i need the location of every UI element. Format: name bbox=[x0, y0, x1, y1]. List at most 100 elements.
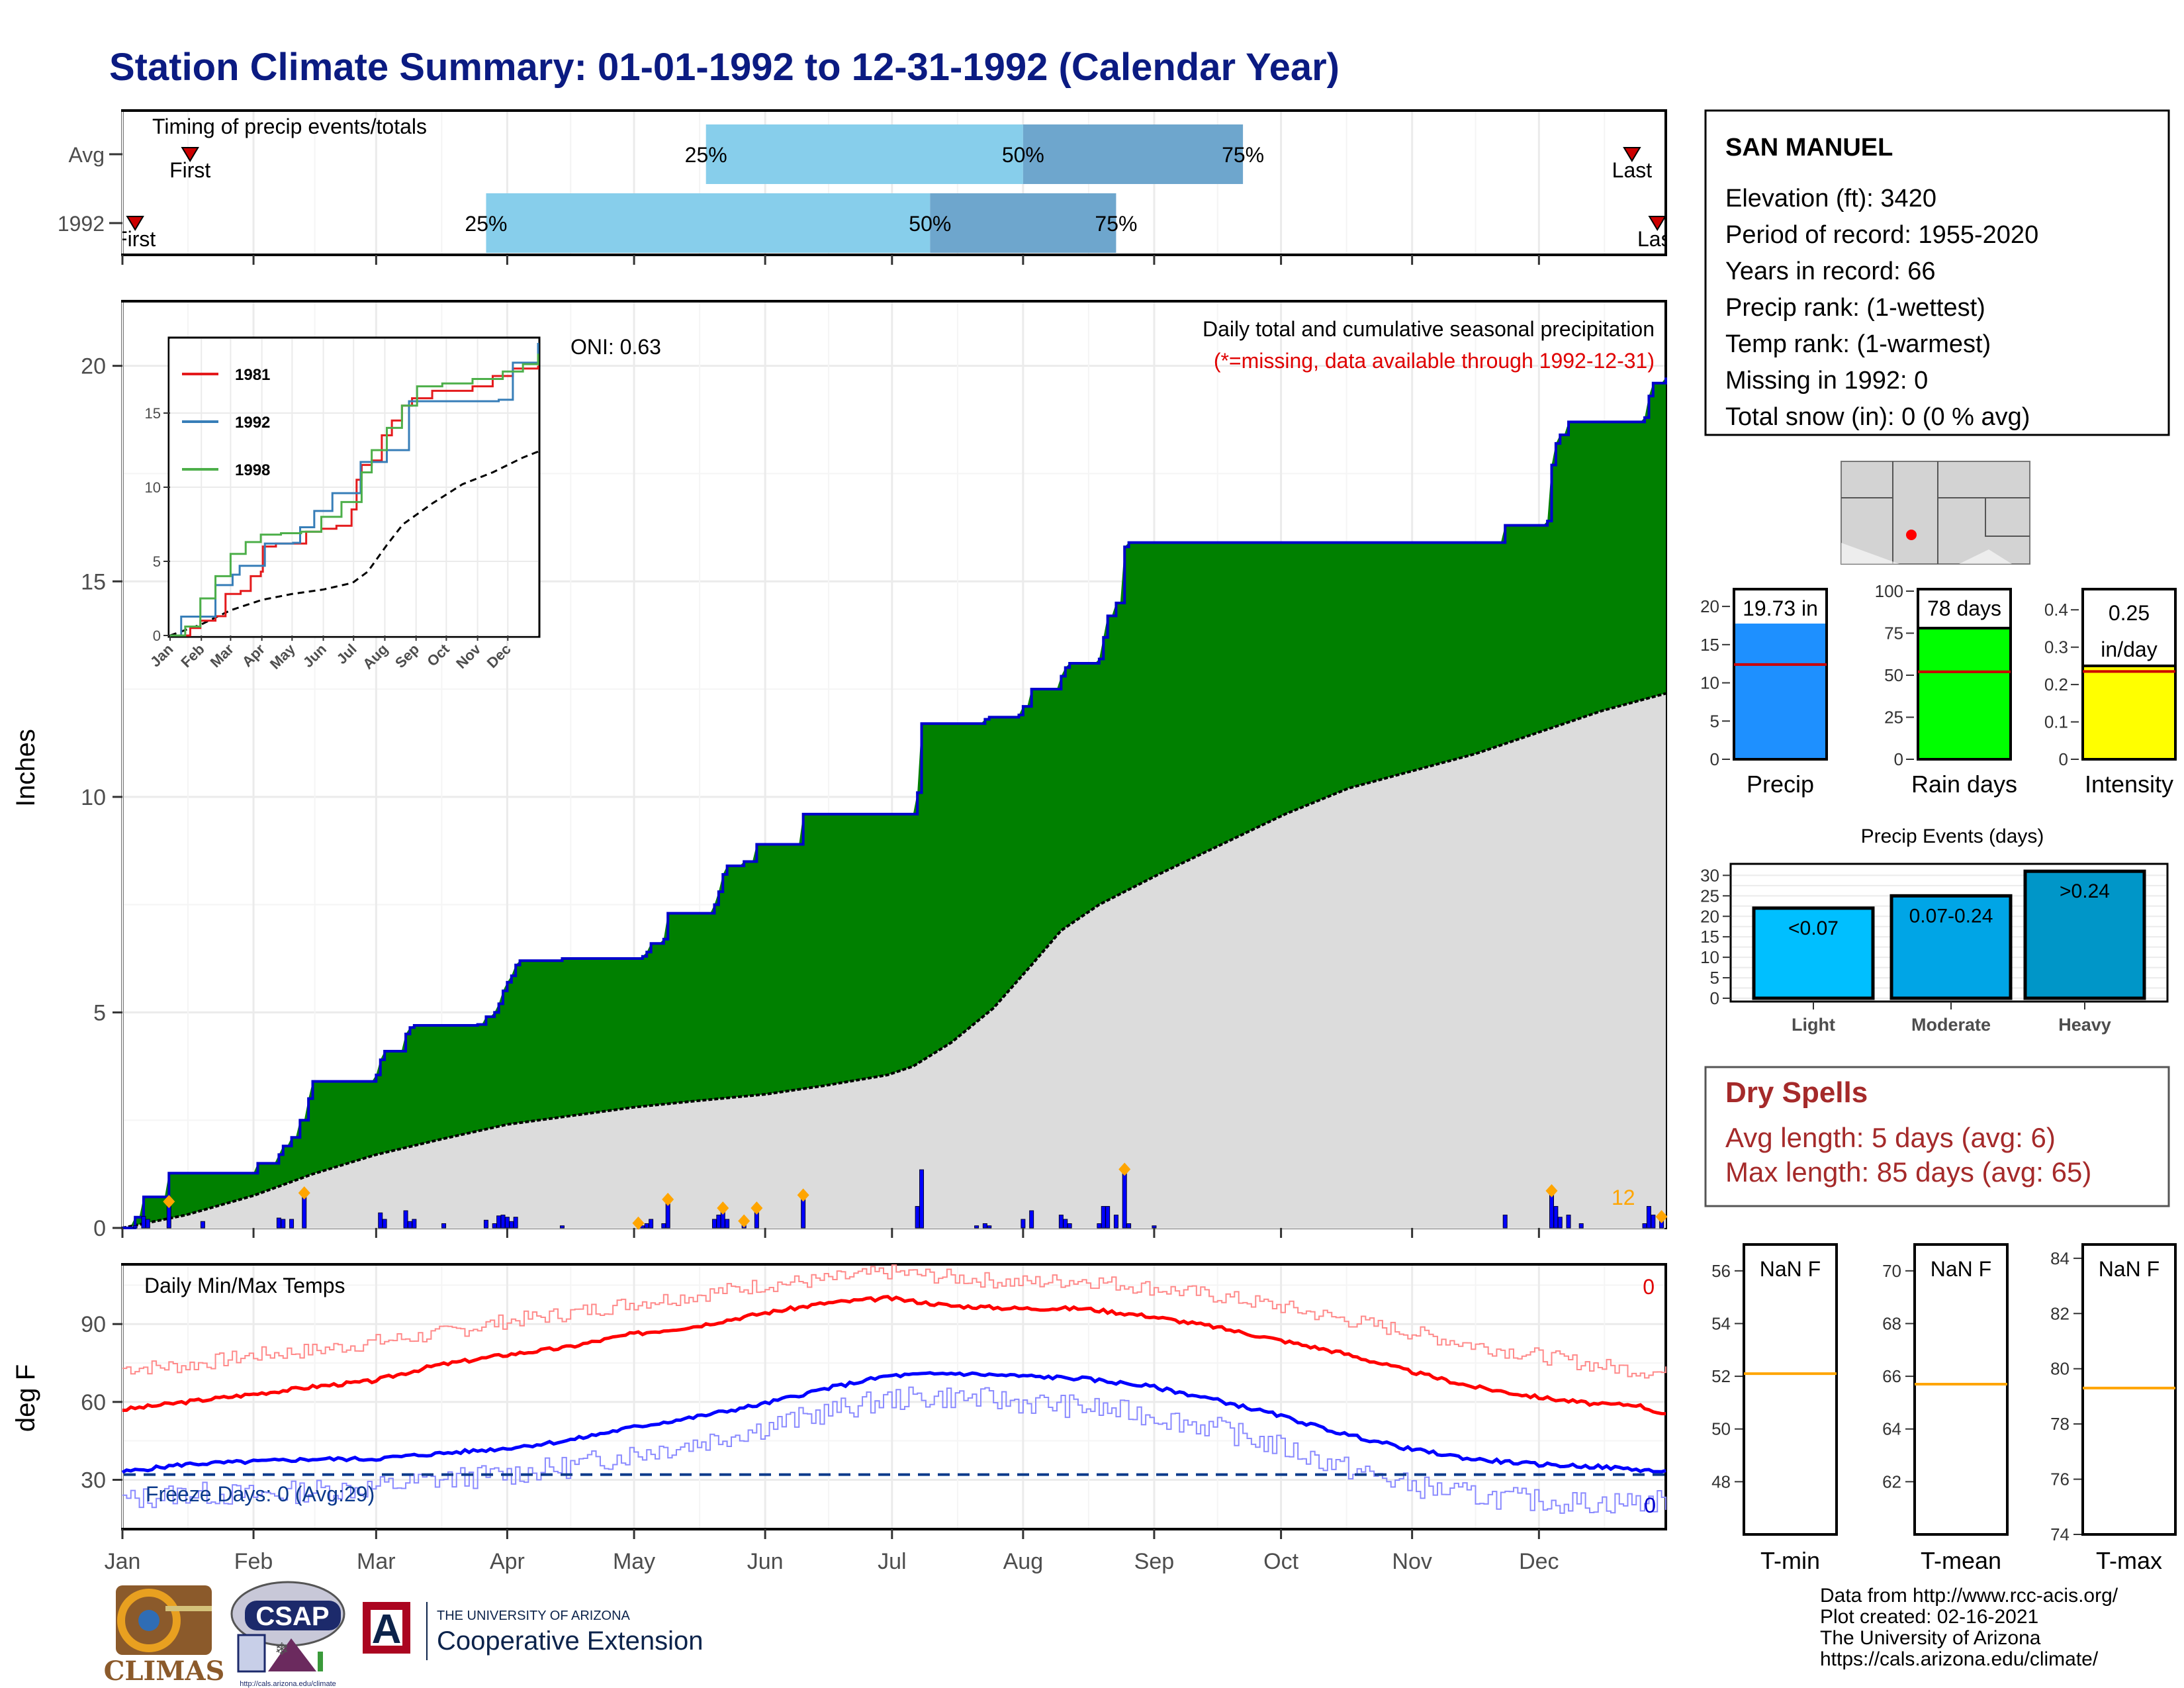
temp-means-ytick-label: 78 bbox=[2050, 1414, 2070, 1434]
daily-precip-bar bbox=[1097, 1223, 1102, 1229]
inset-legend-label: 1981 bbox=[235, 366, 270, 384]
cumulative-avg-area bbox=[122, 693, 1666, 1228]
temp-means-value-label: NaN F bbox=[2099, 1257, 2160, 1281]
precip-panel: 0 5 10 15 20 Inches Daily total and cumulati… bbox=[11, 300, 1668, 1241]
daily-precip-bar bbox=[716, 1214, 721, 1229]
timing-last-label: Last bbox=[1612, 158, 1653, 182]
daily-precip-bar bbox=[403, 1210, 408, 1229]
daily-precip-bar bbox=[987, 1225, 992, 1229]
totals-value-bg bbox=[2084, 590, 2174, 662]
daily-precip-bar bbox=[1646, 1205, 1651, 1229]
temp-means-frame bbox=[1743, 1243, 1838, 1536]
daily-precip-bar bbox=[711, 1219, 717, 1229]
station-info-line: Temp rank: (1-warmest) bbox=[1725, 330, 1991, 358]
daily-precip-bar bbox=[276, 1217, 281, 1229]
daily-precip-bar bbox=[1122, 1171, 1127, 1229]
timing-quartile-label: 75% bbox=[1095, 212, 1137, 236]
totals-bar bbox=[1733, 607, 1828, 761]
daily-precip-bar bbox=[200, 1221, 205, 1229]
timing-last-label: Last bbox=[1637, 227, 1678, 251]
temp-means-value-label: NaN F bbox=[1931, 1257, 1991, 1281]
temp-means-frame bbox=[2081, 1243, 2177, 1536]
temp-means-ytick-label: 48 bbox=[1711, 1472, 1731, 1491]
timing-row-label: 1992 bbox=[58, 212, 105, 236]
totals-ytick-label: 50 bbox=[1884, 665, 1903, 685]
oni-label: ONI: 0.63 bbox=[570, 335, 661, 359]
footer-line-4: https://cals.arizona.edu/climate/ bbox=[1820, 1648, 2099, 1670]
totals-ytick-label: 0.4 bbox=[2044, 600, 2068, 620]
inset-ytick-label: 10 bbox=[145, 479, 161, 496]
month-label: Feb bbox=[234, 1549, 273, 1574]
daily-precip-bar bbox=[378, 1212, 383, 1229]
precip-ytick-label: 20 bbox=[81, 354, 106, 379]
month-label: Apr bbox=[490, 1549, 525, 1574]
events-ytick-label: 25 bbox=[1700, 886, 1719, 906]
month-label: Aug bbox=[1003, 1549, 1044, 1574]
timing-first-label: First bbox=[114, 227, 156, 251]
daily-precip-bar bbox=[407, 1221, 412, 1229]
events-ytick-label: 5 bbox=[1710, 968, 1719, 988]
timing-last-marker bbox=[1623, 147, 1641, 162]
csap-logo-text: CSAP bbox=[255, 1602, 329, 1631]
inset-series-line bbox=[170, 365, 539, 637]
dry-spells-avg: Avg length: 5 days (avg: 6) bbox=[1725, 1122, 2056, 1153]
month-label: Oct bbox=[1263, 1549, 1298, 1574]
events-category-label: Heavy bbox=[2058, 1015, 2111, 1035]
daily-precip-bar bbox=[1063, 1219, 1068, 1229]
totals-bar-frame bbox=[2081, 588, 2177, 761]
events-bar bbox=[1889, 894, 2013, 1000]
daily-precip-bar bbox=[1105, 1205, 1111, 1229]
events-bar bbox=[2023, 869, 2146, 1000]
timing-quartile-label: 50% bbox=[1002, 143, 1044, 167]
daily-precip-bar bbox=[1101, 1205, 1106, 1229]
cumulative-1992-line bbox=[122, 377, 1667, 1229]
month-label: Sep bbox=[1134, 1549, 1175, 1574]
extreme-precip-marker bbox=[1118, 1162, 1131, 1176]
totals-bar bbox=[1917, 626, 2012, 761]
temp-means-ytick-label: 76 bbox=[2050, 1470, 2070, 1489]
timing-panel: 25% 50% 75% First Last 25% 50% 75% First Last Tim… bbox=[58, 109, 1678, 265]
daily-precip-bar bbox=[1113, 1214, 1118, 1229]
extreme-precip-marker bbox=[751, 1201, 763, 1215]
station-info-line: Period of record: 1955-2020 bbox=[1725, 221, 2038, 249]
totals-ytick-label: 0 bbox=[2059, 749, 2068, 769]
totals-bar bbox=[2081, 664, 2177, 761]
daily-precip-bar bbox=[492, 1223, 497, 1229]
temp-means-ytick-label: 82 bbox=[2050, 1303, 2070, 1323]
temp-means-ytick-label: 64 bbox=[1882, 1419, 1901, 1439]
temp-means-ytick-label: 66 bbox=[1882, 1366, 1901, 1386]
temp-ytick-label: 60 bbox=[81, 1390, 106, 1415]
daily-precip-bar bbox=[302, 1195, 307, 1229]
record-min-temp-line bbox=[122, 1386, 1666, 1514]
timing-first-label: First bbox=[169, 158, 210, 182]
extreme-precip-marker bbox=[738, 1214, 751, 1228]
daily-precip-bar bbox=[801, 1197, 806, 1229]
timing-quartile-label: 25% bbox=[465, 212, 507, 236]
events-category-label: Moderate bbox=[1911, 1015, 1991, 1035]
totals-bar-frame bbox=[1917, 588, 2012, 761]
totals-ytick-label: 0 bbox=[1710, 749, 1719, 769]
totals-ytick-label: 20 bbox=[1700, 596, 1719, 616]
daily-precip-bar bbox=[1578, 1223, 1584, 1229]
daily-precip-bar bbox=[1557, 1217, 1563, 1229]
map-state-border-tx bbox=[1985, 498, 2030, 537]
timing-quartile-label: 75% bbox=[1222, 143, 1264, 167]
daily-precip-bar bbox=[1021, 1219, 1026, 1229]
ua-logo-letter: A bbox=[372, 1607, 402, 1652]
totals-bar-frame bbox=[1733, 588, 1828, 761]
daily-precip-bar bbox=[382, 1219, 387, 1229]
totals-panel-label: Precip bbox=[1747, 771, 1814, 798]
month-label: May bbox=[613, 1549, 655, 1574]
totals-ytick-label: 5 bbox=[1710, 711, 1719, 731]
totals-value-label: in/day bbox=[2101, 637, 2157, 661]
precip-ytick-label: 5 bbox=[93, 1000, 106, 1025]
precip-ytick-label: 0 bbox=[93, 1216, 106, 1241]
daily-precip-bar bbox=[919, 1169, 925, 1229]
month-label: Nov bbox=[1392, 1549, 1432, 1574]
daily-precip-bar bbox=[1029, 1210, 1034, 1229]
max-count-label: 0 bbox=[1643, 1275, 1655, 1299]
daily-precip-bar bbox=[1553, 1205, 1559, 1229]
daily-precip-bar bbox=[649, 1219, 654, 1229]
daily-precip-bar bbox=[441, 1223, 447, 1229]
totals-value-bg bbox=[1735, 590, 1825, 624]
